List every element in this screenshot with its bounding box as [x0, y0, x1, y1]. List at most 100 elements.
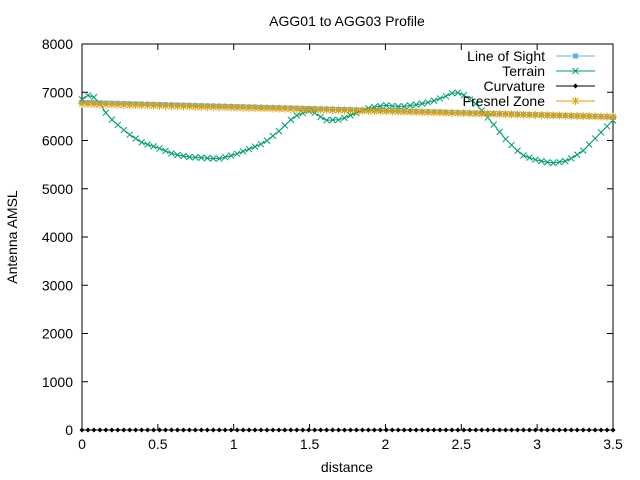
data-point-curvature [371, 427, 377, 433]
data-point-curvature [449, 427, 455, 433]
data-point-curvature [264, 427, 270, 433]
legend-marker [572, 67, 579, 75]
data-point-curvature [163, 427, 169, 433]
data-point-terrain [376, 102, 384, 110]
data-point-curvature [353, 427, 359, 433]
data-point-terrain [275, 127, 283, 135]
data-point-terrain [561, 157, 569, 165]
data-point-curvature [473, 427, 479, 433]
data-point-curvature [580, 427, 586, 433]
data-point-fresnel-zone [239, 103, 248, 112]
data-point-fresnel-zone [603, 112, 612, 121]
series-curvature [79, 427, 616, 433]
data-point-fresnel-zone [298, 105, 307, 114]
data-point-curvature [401, 427, 407, 433]
x-tick-label: 2.5 [452, 436, 472, 452]
data-point-curvature [503, 427, 509, 433]
data-point-terrain [460, 91, 468, 99]
data-point-terrain [84, 91, 92, 99]
data-point-terrain [532, 156, 539, 164]
x-tick-label: 0 [78, 436, 86, 452]
y-tick-label: 3000 [42, 277, 73, 293]
data-point-terrain [502, 135, 509, 143]
data-point-curvature [383, 427, 389, 433]
data-point-terrain [180, 152, 187, 160]
data-point-curvature [121, 427, 127, 433]
data-point-curvature [443, 427, 449, 433]
data-point-curvature [485, 427, 491, 433]
data-point-fresnel-zone [131, 101, 140, 110]
x-axis-title: distance [321, 459, 373, 475]
legend-marker [573, 53, 578, 59]
data-point-fresnel-zone [549, 111, 558, 120]
data-point-curvature [222, 427, 228, 433]
data-point-curvature [234, 427, 240, 433]
data-point-terrain [239, 148, 247, 155]
data-point-terrain [573, 151, 581, 158]
data-point-terrain [150, 143, 157, 150]
y-tick-label: 2000 [42, 326, 73, 342]
data-point-terrain [251, 143, 259, 151]
data-point-fresnel-zone [364, 106, 373, 115]
data-point-curvature [467, 427, 473, 433]
data-point-terrain [585, 141, 593, 148]
legend-item-fresnel-zone: Fresnel Zone [463, 93, 595, 109]
data-point-terrain [263, 137, 271, 144]
data-point-terrain [281, 122, 289, 129]
data-point-terrain [197, 154, 205, 162]
legend-marker [573, 83, 578, 89]
data-point-terrain [388, 102, 396, 110]
data-point-fresnel-zone [262, 104, 271, 113]
data-point-curvature [550, 427, 556, 433]
x-tick-label: 1 [230, 436, 238, 452]
data-point-curvature [180, 427, 186, 433]
data-point-curvature [336, 427, 342, 433]
data-point-curvature [228, 427, 234, 433]
legend-label: Line of Sight [467, 48, 545, 64]
data-point-fresnel-zone [406, 107, 415, 116]
data-point-terrain [108, 116, 116, 124]
legend-item-line-of-sight: Line of Sight [467, 48, 595, 64]
data-point-fresnel-zone [465, 109, 474, 118]
data-point-curvature [306, 427, 312, 433]
data-point-fresnel-zone [107, 100, 116, 109]
data-point-fresnel-zone [101, 100, 110, 109]
y-tick-label: 8000 [42, 36, 73, 52]
data-point-fresnel-zone [78, 99, 86, 108]
data-point-curvature [91, 427, 97, 433]
data-point-curvature [562, 427, 568, 433]
data-point-terrain [186, 153, 193, 161]
data-point-curvature [294, 427, 300, 433]
x-tick-label: 0.5 [148, 436, 168, 452]
data-point-terrain [549, 159, 557, 167]
data-point-curvature [568, 427, 574, 433]
data-point-fresnel-zone [412, 108, 421, 117]
data-point-curvature [312, 427, 318, 433]
data-point-fresnel-zone [113, 100, 122, 109]
x-tick-label: 3 [533, 436, 541, 452]
data-point-curvature [377, 427, 383, 433]
data-point-curvature [210, 427, 216, 433]
data-point-curvature [598, 427, 604, 433]
data-point-curvature [497, 427, 503, 433]
data-point-curvature [79, 427, 85, 433]
data-point-terrain [203, 154, 211, 162]
data-point-terrain [448, 89, 456, 97]
data-point-curvature [198, 427, 204, 433]
data-point-curvature [109, 427, 115, 433]
data-point-fresnel-zone [597, 112, 606, 121]
data-point-terrain [209, 155, 217, 162]
data-point-curvature [347, 427, 353, 433]
data-point-fresnel-zone [346, 106, 355, 115]
data-point-curvature [151, 427, 157, 433]
data-point-terrain [132, 135, 140, 142]
data-point-curvature [174, 427, 180, 433]
data-point-terrain [538, 157, 545, 165]
data-point-terrain [436, 95, 444, 102]
data-point-curvature [115, 427, 121, 433]
y-tick-label: 4000 [42, 229, 73, 245]
series-layer [78, 89, 617, 433]
data-point-terrain [323, 116, 330, 124]
data-point-curvature [300, 427, 306, 433]
